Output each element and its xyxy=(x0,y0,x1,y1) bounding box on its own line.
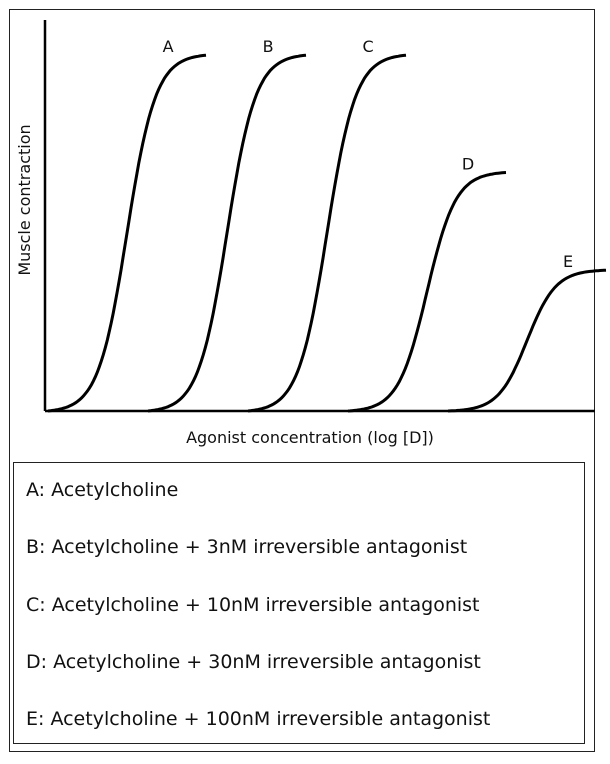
curve-c xyxy=(247,53,407,413)
y-axis-label: Muscle contraction xyxy=(15,124,34,275)
legend-item-a: A: Acetylcholine xyxy=(26,479,179,501)
curves-group: A B C D E xyxy=(47,37,607,413)
curve-a xyxy=(47,53,207,413)
curve-d xyxy=(347,171,507,413)
legend-item-b: B: Acetylcholine + 3nM irreversible anta… xyxy=(26,536,468,558)
legend-item-e: E: Acetylcholine + 100nM irreversible an… xyxy=(26,708,491,730)
curve-b xyxy=(147,53,307,413)
curve-label-c: C xyxy=(363,37,374,56)
curve-label-a: A xyxy=(163,37,174,56)
x-axis-label: Agonist concentration (log [D]) xyxy=(186,428,434,447)
legend-item-c: C: Acetylcholine + 10nM irreversible ant… xyxy=(26,594,480,616)
dose-response-chart: A B C D E Muscle contraction Agonist concent… xyxy=(15,20,607,447)
curve-e xyxy=(447,268,607,413)
legend-box: A: Acetylcholine B: Acetylcholine + 3nM … xyxy=(13,462,585,744)
curve-label-d: D xyxy=(462,155,474,174)
curve-label-e: E xyxy=(563,252,573,271)
legend-item-d: D: Acetylcholine + 30nM irreversible ant… xyxy=(26,651,481,673)
figure-frame xyxy=(9,9,595,752)
curve-label-b: B xyxy=(263,37,274,56)
